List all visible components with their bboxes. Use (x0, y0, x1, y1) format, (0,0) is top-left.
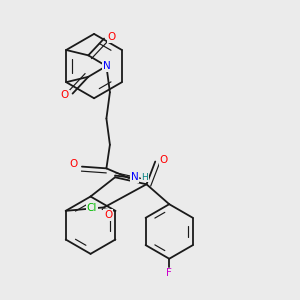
Text: O: O (69, 159, 77, 169)
Text: H: H (142, 172, 148, 182)
Text: Cl: Cl (87, 203, 97, 213)
Text: O: O (104, 210, 112, 220)
Text: N: N (131, 172, 139, 182)
Text: F: F (166, 268, 172, 278)
Text: O: O (108, 32, 116, 42)
Text: O: O (61, 90, 69, 100)
Text: O: O (160, 155, 168, 166)
Text: N: N (103, 61, 110, 71)
